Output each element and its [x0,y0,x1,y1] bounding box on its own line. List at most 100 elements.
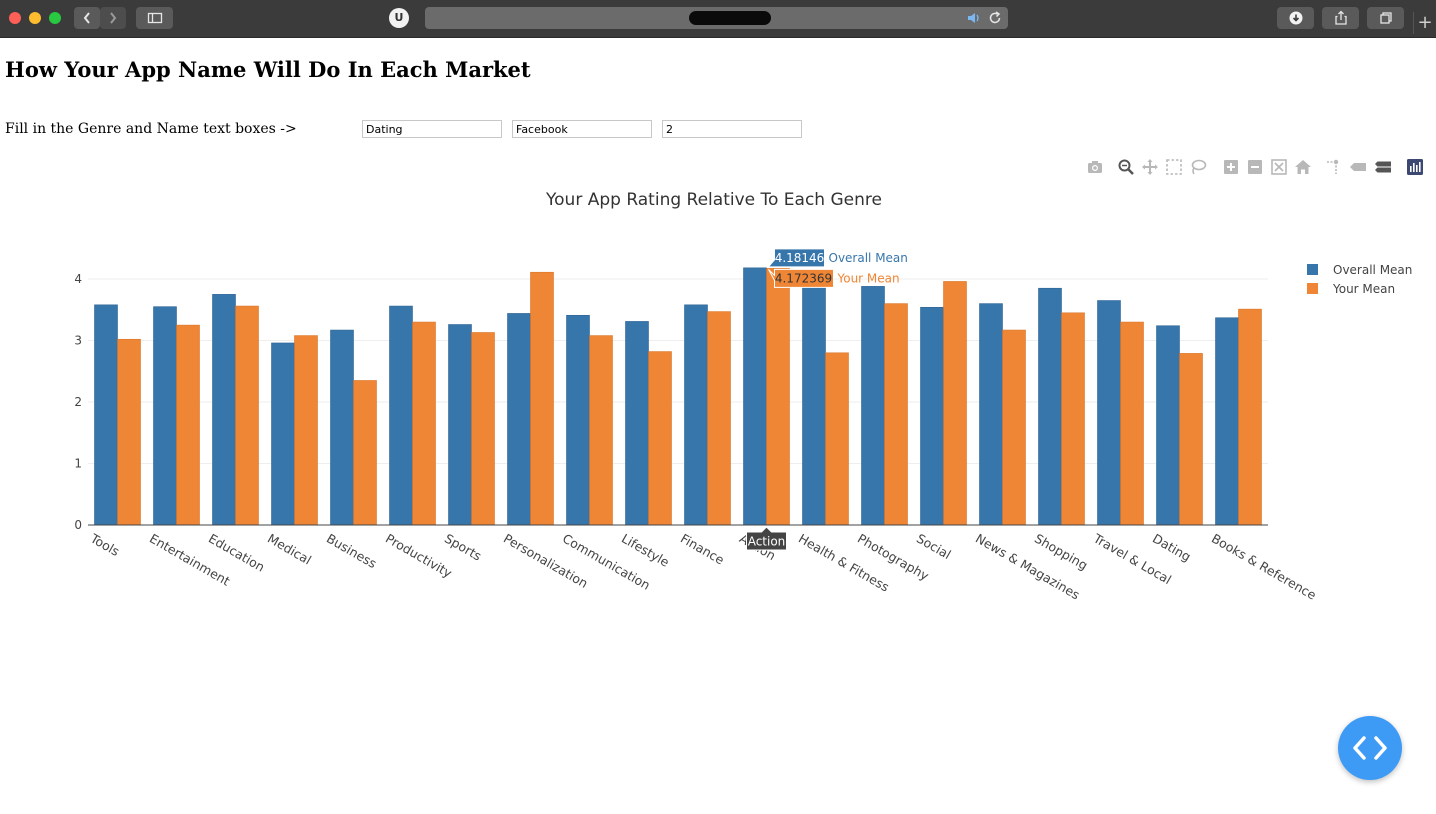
bar-your-mean[interactable] [589,335,613,526]
bar-overall-mean[interactable] [507,313,531,526]
zoom-icon[interactable] [1117,158,1135,176]
hover-compare-icon[interactable] [1374,158,1392,176]
bar-your-mean[interactable] [353,380,377,526]
bar-overall-mean[interactable] [1156,325,1180,526]
third-input[interactable] [662,120,802,138]
minimize-window-icon[interactable] [29,12,41,24]
bar-your-mean[interactable] [530,271,554,526]
bar-overall-mean[interactable] [330,329,354,526]
zoom-out-icon[interactable] [1246,158,1264,176]
hover-closest-icon[interactable] [1349,158,1367,176]
bar-overall-mean[interactable] [389,305,413,526]
bar-overall-mean[interactable] [94,304,118,526]
bar-overall-mean[interactable] [271,342,295,526]
downloads-button[interactable] [1277,7,1314,29]
hover-name-your: Your Mean [837,271,900,285]
reset-axes-icon[interactable] [1294,158,1312,176]
x-tick-label: Finance [678,531,727,568]
code-brackets-icon [1353,736,1387,760]
bar-your-mean[interactable] [235,305,259,526]
bar-your-mean[interactable] [825,352,849,526]
y-tick-label: 1 [74,457,82,471]
x-tick-label: News & Magazines [973,531,1082,603]
chart-title: Your App Rating Relative To Each Genre [545,190,882,210]
hover-value-your: 4.172369 [775,271,832,285]
reload-icon[interactable] [987,10,1003,26]
bar-your-mean[interactable] [648,351,672,526]
bar-overall-mean[interactable] [153,306,177,526]
bar-your-mean[interactable] [176,324,200,526]
bar-your-mean[interactable] [1238,308,1262,526]
x-tick-label: Books & Reference [1209,531,1319,603]
bar-overall-mean[interactable] [743,267,767,526]
chart-legend: Overall Mean Your Mean [1307,263,1412,296]
bar-overall-mean[interactable] [566,314,590,526]
download-icon [1289,11,1302,25]
y-tick-label: 4 [74,272,82,286]
bar-your-mean[interactable] [766,268,790,526]
bar-overall-mean[interactable] [448,324,472,526]
hover-box-category [746,526,787,551]
share-button[interactable] [1322,7,1359,29]
lasso-icon[interactable] [1189,158,1207,176]
legend-swatch[interactable] [1307,283,1318,294]
plotly-logo-icon[interactable] [1406,158,1424,176]
hover-value-overall: 4.18146 [775,251,825,265]
hover-category-label: Action [748,535,786,549]
bar-your-mean[interactable] [1179,353,1203,526]
bar-overall-mean[interactable] [802,278,826,526]
address-bar[interactable] [425,7,1008,29]
legend-label[interactable]: Your Mean [1332,282,1395,296]
y-tick-label: 0 [74,518,82,532]
autoscale-icon[interactable] [1270,158,1288,176]
bar-overall-mean[interactable] [1038,287,1062,526]
speaker-icon[interactable] [966,10,982,26]
bar-chart: Your App Rating Relative To Each Genre 0… [74,190,1412,603]
x-tick-label: Tools [87,530,122,559]
bar-overall-mean[interactable] [861,286,885,526]
spike-lines-icon[interactable] [1324,158,1342,176]
bar-your-mean[interactable] [471,332,495,526]
legend-swatch[interactable] [1307,264,1318,275]
genre-input[interactable] [362,120,502,138]
box-select-icon[interactable] [1165,158,1183,176]
bar-overall-mean[interactable] [684,304,708,526]
bar-your-mean[interactable] [412,321,436,526]
bar-your-mean[interactable] [943,281,967,526]
bar-your-mean[interactable] [707,311,731,526]
name-input[interactable] [512,120,652,138]
bar-your-mean[interactable] [294,335,318,526]
bar-your-mean[interactable] [1120,321,1144,526]
sidebar-button[interactable] [136,7,173,29]
bar-overall-mean[interactable] [1215,317,1239,526]
ublock-extension-icon[interactable]: U [389,8,409,28]
maximize-window-icon[interactable] [49,12,61,24]
bar-your-mean[interactable] [1002,329,1026,526]
tabs-overview-button[interactable] [1367,7,1404,29]
bar-your-mean[interactable] [1061,312,1085,526]
sidebar-icon [147,12,162,24]
new-tab-button[interactable]: + [1413,12,1436,34]
tabs-icon [1379,12,1392,24]
camera-icon[interactable] [1086,158,1104,176]
back-button[interactable] [74,7,100,29]
forward-button[interactable] [100,7,126,29]
bar-overall-mean[interactable] [920,306,944,526]
zoom-in-icon[interactable] [1222,158,1240,176]
page-title: How Your App Name Will Do In Each Market [5,57,531,82]
pan-icon[interactable] [1141,158,1159,176]
hover-tooltip: 4.18146 Overall Mean 4.172369 Your Mean Acti… [746,248,908,551]
chevron-right-icon [110,12,117,24]
hover-name-overall: Overall Mean [829,251,908,265]
bar-your-mean[interactable] [117,338,141,526]
code-toggle-button[interactable] [1338,716,1402,780]
bar-overall-mean[interactable] [979,303,1003,526]
hover-box-your [768,268,834,288]
bar-your-mean[interactable] [884,303,908,526]
bar-overall-mean[interactable] [1097,300,1121,526]
legend-label[interactable]: Overall Mean [1333,263,1412,277]
close-window-icon[interactable] [9,12,21,24]
share-icon [1334,10,1347,25]
bar-overall-mean[interactable] [625,321,649,526]
bar-overall-mean[interactable] [212,294,236,526]
